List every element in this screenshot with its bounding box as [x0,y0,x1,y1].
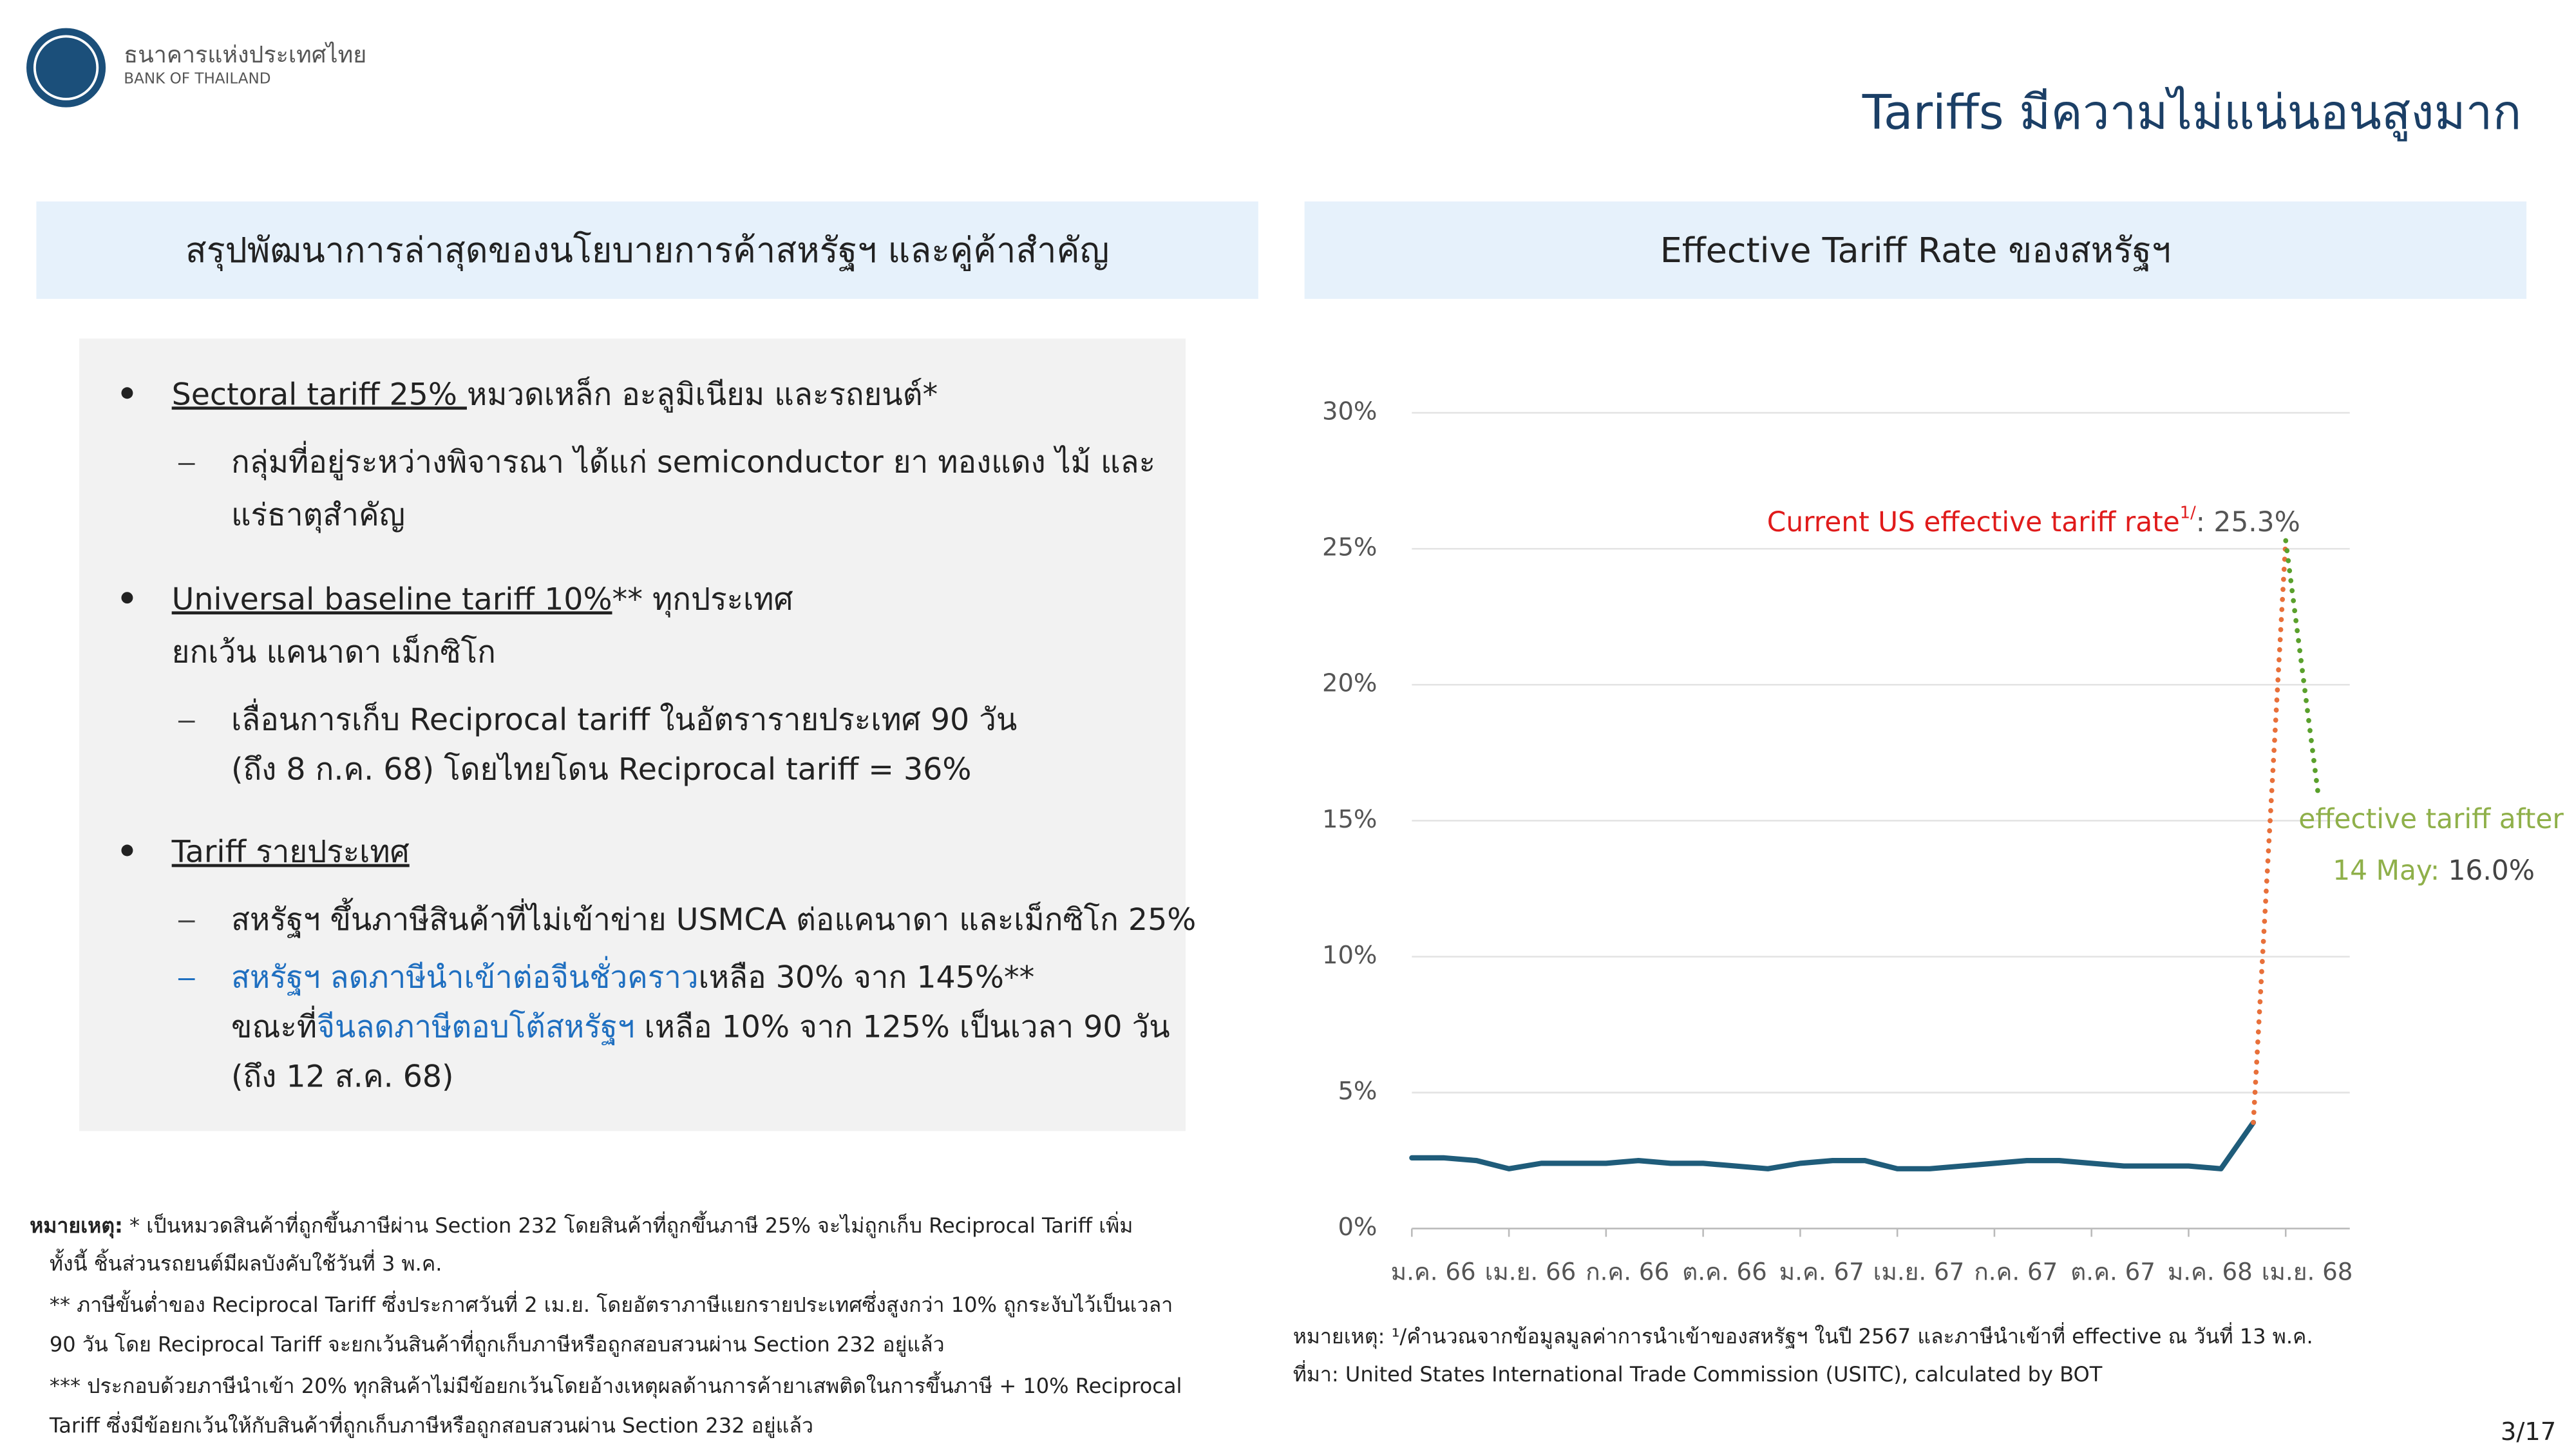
annotation: Current US effective tariff rate1/: 25.3… [1767,503,2300,537]
x-tick-label: ต.ค. 66 [1682,1257,1767,1285]
text-segment: Tariff ซึ่งมีข้อยกเว้นให้กับสินค้าที่ถูก… [49,1411,813,1438]
text-line: Universal baseline tariff 10%** ทุกประเท… [172,582,793,618]
y-tick-label: 30% [1322,397,1377,426]
x-tick-label: เม.ย. 67 [1873,1257,1965,1285]
org-name-en: BANK OF THAILAND [124,71,270,88]
text-segment: ** ภาษีขั้นต่ำของ Reciprocal Tariff ซึ่ง… [50,1290,1173,1318]
text-segment: เหลือ 30% จาก 145%** [699,960,1035,996]
text-line: หมายเหตุ: * เป็นหมวดสินค้าที่ถูกขึ้นภาษี… [30,1211,1133,1239]
x-tick-label: เม.ย. 68 [2262,1257,2353,1285]
text-segment: * เป็นหมวดสินค้าที่ถูกขึ้นภาษีผ่าน Secti… [123,1211,1133,1238]
text-line: ** ภาษีขั้นต่ำของ Reciprocal Tariff ซึ่ง… [50,1290,1173,1318]
annotation: effective tariff after [2298,803,2564,835]
text-segment: กลุ่มที่อยู่ระหว่างพิจารณา ได้แก่ semico… [231,441,1155,481]
y-tick-label: 5% [1338,1077,1377,1106]
text-segment: ทั้งนี้ ชิ้นส่วนรถยนต์มีผลบังคับใช้วันที… [50,1249,442,1276]
x-tick-label: ก.ค. 67 [1974,1257,2058,1285]
text-line: ขณะที่จีนลดภาษีตอบโต้สหรัฐฯ เหลือ 10% จา… [231,1005,1170,1045]
left-header: สรุปพัฒนาการล่าสุดของนโยบายการค้าสหรัฐฯ … [185,230,1109,271]
x-tick-label: ม.ค. 68 [2168,1257,2253,1285]
text-line: สหรัฐฯ ลดภาษีนำเข้าต่อจีนชั่วคราวเหลือ 3… [231,956,1034,996]
text-segment: ขณะที่ [231,1005,317,1045]
x-tick-label: ม.ค. 66 [1391,1257,1476,1285]
annotation-text: 14 May: [2333,854,2439,886]
left-header-box [36,201,1258,299]
chart-title: Effective Tariff Rate ของสหรัฐฯ [1660,230,2171,271]
text-line: (ถึง 12 ส.ค. 68) [231,1059,454,1094]
bullet [121,592,133,604]
text-segment: แร่ธาตุสำคัญ [231,498,405,534]
text-line: *** ประกอบด้วยภาษีนำเข้า 20% ทุกสินค้าไม… [50,1371,1182,1399]
text-segment: สหรัฐฯ ลดภาษีนำเข้าต่อจีนชั่วคราว [231,956,699,996]
text-segment: สหรัฐฯ ขึ้นภาษีสินค้าที่ไม่เข้าข่าย USMC… [231,898,1196,938]
x-tick-label: ก.ค. 66 [1586,1257,1669,1285]
text-line: (ถึง 8 ก.ค. 68) โดยไทยโดน Reciprocal tar… [231,752,971,787]
x-tick-label: ม.ค. 67 [1779,1257,1864,1285]
text-line: เลื่อนการเก็บ Reciprocal tariff ในอัตราร… [231,699,1017,738]
text-segment: ** ทุกประเทศ [612,582,793,618]
text-line: สหรัฐฯ ขึ้นภาษีสินค้าที่ไม่เข้าข่าย USMC… [231,898,1196,938]
text-segment: (ถึง 8 ก.ค. 68) โดยไทยโดน Reciprocal tar… [231,752,971,787]
text-line: กลุ่มที่อยู่ระหว่างพิจารณา ได้แก่ semico… [231,441,1155,481]
y-tick-label: 20% [1322,669,1377,698]
chart-note: ที่มา: United States International Trade… [1293,1360,2103,1387]
series-line [1409,1119,2257,1171]
text-segment: เหลือ 10% จาก 125% เป็นเวลา 90 วัน [634,1008,1170,1045]
text-line: 90 วัน โดย Reciprocal Tariff จะยกเว้นสิน… [50,1331,945,1358]
text-line: Tariff รายประเทศ [171,835,410,870]
annotation-text: Current US effective tariff rate [1767,506,2180,537]
text-segment: (ถึง 12 ส.ค. 68) [231,1059,454,1094]
text-segment: *** ประกอบด้วยภาษีนำเข้า 20% ทุกสินค้าไม… [50,1371,1182,1399]
annotation-sup: 1/ [2180,503,2196,522]
text-segment: เลื่อนการเก็บ Reciprocal tariff ในอัตราร… [231,699,1017,738]
bullet [121,844,133,857]
annotation-value: 16.0% [2439,854,2535,886]
annotation: 14 May: 16.0% [2333,854,2535,886]
page-number: 3/17 [2501,1417,2556,1446]
text-line: Tariff ซึ่งมีข้อยกเว้นให้กับสินค้าที่ถูก… [49,1411,813,1438]
bullet [121,387,133,399]
annotation-value: : 25.3% [2196,506,2300,537]
series-line [2283,538,2321,796]
text-segment: หมวดเหล็ก อะลูมิเนียม และรถยนต์* [467,375,938,413]
logo [26,28,106,108]
y-tick-label: 10% [1322,941,1377,970]
text-segment: Tariff รายประเทศ [171,835,410,870]
text-segment: ยกเว้น แคนาดา เม็กซิโก [172,633,496,670]
text-segment: หมายเหตุ: [30,1213,123,1239]
text-line: Sectoral tariff 25% หมวดเหล็ก อะลูมิเนีย… [172,375,938,413]
text-segment: จีนลดภาษีตอบโต้สหรัฐฯ [317,1009,634,1045]
x-tick-label: เม.ย. 66 [1485,1257,1577,1285]
text-line: ทั้งนี้ ชิ้นส่วนรถยนต์มีผลบังคับใช้วันที… [50,1249,442,1276]
text-segment: Sectoral tariff 25% [172,377,467,412]
text-segment: 90 วัน โดย Reciprocal Tariff จะยกเว้นสิน… [50,1331,945,1358]
y-tick-label: 15% [1322,805,1377,834]
series-line [2251,538,2289,1125]
org-name-th: ธนาคารแห่งประเทศไทย [124,41,366,68]
logo-ring [33,35,99,100]
text-line: แร่ธาตุสำคัญ [231,498,405,534]
x-tick-label: ต.ค. 67 [2070,1257,2155,1285]
right-header-box [1304,201,2527,299]
y-tick-label: 0% [1338,1213,1377,1242]
page-title: Tariffs มีความไม่แน่นอนสูงมาก [1862,84,2522,142]
y-tick-label: 25% [1322,533,1377,562]
text-segment: Universal baseline tariff 10% [172,582,612,617]
text-line: ยกเว้น แคนาดา เม็กซิโก [172,633,496,670]
summary-box [79,338,1186,1132]
chart-note: หมายเหตุ: ¹/คำนวณจากข้อมูลมูลค่าการนำเข้… [1293,1322,2313,1349]
